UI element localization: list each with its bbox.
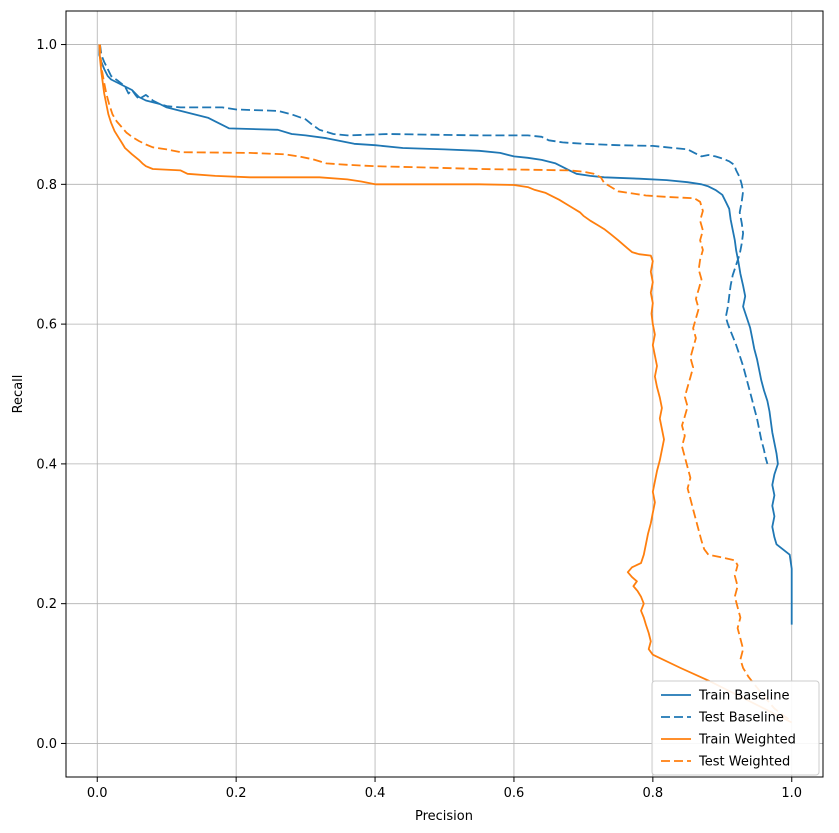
legend-label-train-baseline: Train Baseline bbox=[698, 689, 789, 704]
y-axis-label: Recall bbox=[11, 375, 26, 414]
legend: Train Baseline Test Baseline Train Weighte… bbox=[651, 680, 820, 776]
y-tick-label: 1.0 bbox=[36, 38, 57, 53]
y-tick-label: 0.8 bbox=[36, 178, 57, 193]
y-tick-label: 0.2 bbox=[36, 597, 57, 612]
y-tick-label: 0.0 bbox=[36, 737, 57, 752]
series-line-train-baseline bbox=[98, 44, 793, 625]
x-tick-label: 0.8 bbox=[643, 786, 664, 801]
x-tick-label: 0.6 bbox=[504, 786, 525, 801]
y-tick-label: 0.6 bbox=[36, 318, 57, 333]
grid-lines bbox=[66, 11, 823, 777]
plot-border bbox=[65, 10, 824, 778]
series-line-train-weighted bbox=[98, 44, 793, 724]
x-tick-label: 0.2 bbox=[226, 786, 247, 801]
y-tick-label: 0.4 bbox=[36, 457, 57, 472]
series-line-test-weighted bbox=[99, 44, 793, 722]
x-tick-label: 0.0 bbox=[87, 786, 108, 801]
x-axis-label: Precision bbox=[415, 809, 473, 824]
series-line-test-baseline bbox=[99, 44, 769, 465]
x-tick-label: 1.0 bbox=[781, 786, 802, 801]
x-tick-label: 0.4 bbox=[365, 786, 386, 801]
legend-label-train-weighted: Train Weighted bbox=[698, 733, 796, 748]
legend-frame bbox=[651, 680, 820, 776]
legend-label-test-weighted: Test Weighted bbox=[698, 755, 790, 770]
series-lines bbox=[98, 44, 793, 724]
legend-label-test-baseline: Test Baseline bbox=[698, 711, 784, 726]
axis-ticks: 0.0 0.2 0.4 0.6 0.8 1.0 0.0 0.2 0.4 0.6 0.8 1.0 bbox=[36, 38, 802, 801]
